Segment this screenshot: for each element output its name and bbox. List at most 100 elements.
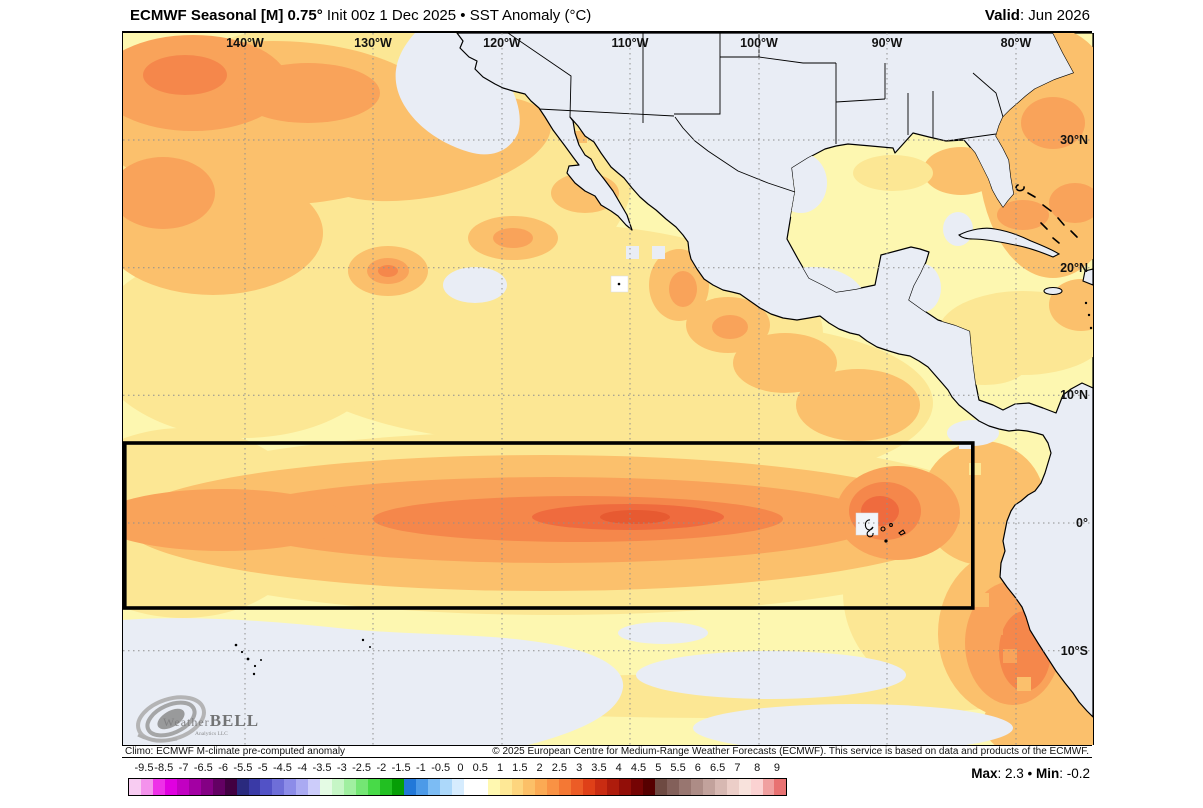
svg-text:Analytics LLC: Analytics LLC [195, 731, 228, 737]
colorbar-segment [726, 779, 739, 795]
colorbar-tick: -8.5 [154, 762, 174, 774]
colorbar-segment [391, 779, 404, 795]
colorbar-segment [475, 779, 488, 795]
colorbar-segment [451, 779, 464, 795]
colorbar-segment [559, 779, 572, 795]
colorbar-segment [547, 779, 560, 795]
colorbar-segment [571, 779, 584, 795]
colorbar-segment [642, 779, 655, 795]
colorbar-tick: -4.5 [272, 762, 292, 774]
colorbar-segment [129, 779, 141, 795]
lat-label: 10°N [1060, 388, 1088, 402]
colorbar-segment [738, 779, 751, 795]
colorbar-segment [654, 779, 667, 795]
colorbar-tick: -7 [178, 762, 189, 774]
valid-date: Valid: Jun 2026 [984, 7, 1090, 24]
lon-label: 90°W [872, 36, 903, 50]
colorbar-segment [236, 779, 249, 795]
colorbar-tick: 1 [496, 762, 504, 774]
lat-label: 10°S [1061, 644, 1088, 658]
colorbar-segment [188, 779, 201, 795]
hispaniola-edge [1082, 268, 1093, 286]
colorbar-tick: -3.5 [312, 762, 332, 774]
colorbar-tick: 0.5 [472, 762, 488, 774]
svg-text:WeatherBELL: WeatherBELL [163, 711, 259, 730]
colorbar-segment [666, 779, 679, 795]
anomaly-field [123, 33, 1093, 745]
colorbar-segment [427, 779, 440, 795]
lat-label: 0° [1076, 516, 1088, 530]
map-canvas: 140°W 130°W 120°W 110°W 100°W 90°W 80°W 30°N 20… [122, 33, 1094, 745]
colorbar-segment [774, 779, 787, 795]
colorbar-segment [200, 779, 213, 795]
colorbar-segment [762, 779, 775, 795]
lon-label: 100°W [740, 36, 778, 50]
title-init: Init 00z 1 Dec 2025 • SST Anomaly (°C) [322, 7, 592, 24]
colorbar-segment [535, 779, 548, 795]
colorbar-tick: -5.5 [233, 762, 253, 774]
islands [958, 227, 1093, 296]
colorbar-tick: 9 [773, 762, 781, 774]
weatherbell-logo: WeatherBELL Analytics LLC [136, 695, 259, 743]
gridlines [123, 33, 1093, 745]
jamaica [1043, 286, 1063, 296]
colorbar-segment [296, 779, 309, 795]
no-data-cells [610, 275, 879, 536]
colorbar-tick: 7 [734, 762, 741, 774]
colorbar-segment [678, 779, 691, 795]
colorbar-segment [750, 779, 763, 795]
colorbar-tick: 2 [536, 762, 543, 774]
colorbar-tick: -5 [257, 762, 268, 774]
colorbar-tick: 6 [694, 762, 701, 774]
colorbar-tick: 2.5 [551, 762, 568, 774]
colorbar-tick: 0 [457, 762, 464, 774]
colorbar-segment [368, 779, 381, 795]
colorbar-tick: 5 [655, 762, 662, 774]
colorbar-segment [380, 779, 392, 795]
colorbar-segment [583, 779, 596, 795]
copyright-note: © 2025 European Centre for Medium-Range … [492, 746, 1089, 757]
colorbar-tick: -9.5 [134, 762, 154, 774]
colorbar-segment [511, 779, 524, 795]
header-rule [122, 31, 1092, 33]
colorbar-segment [356, 779, 369, 795]
page-title: ECMWF Seasonal [M] 0.75° Init 00z 1 Dec … [130, 7, 591, 24]
colorbar-segment [248, 779, 261, 795]
colorbar-tick: -2 [376, 762, 387, 774]
lon-label: 120°W [483, 36, 521, 50]
colorbar-segment [140, 779, 153, 795]
colorbar-tick: 3 [576, 762, 583, 774]
latitude-labels: 30°N 20°N 10°N 0° 10°S [1060, 133, 1088, 658]
colorbar-segment [260, 779, 273, 795]
colorbar-tick: 8 [754, 762, 761, 774]
colorbar-segment [702, 779, 715, 795]
max-min-stats: Max: 2.3 • Min: -0.2 [971, 766, 1090, 781]
colorbar-segment [463, 779, 476, 795]
lon-label: 140°W [226, 36, 264, 50]
colorbar-tick: -4 [297, 762, 308, 774]
cuba [958, 227, 1061, 258]
colorbar-tick: -1 [416, 762, 426, 774]
swirl-icon [136, 695, 206, 743]
colorbar-segment [523, 779, 536, 795]
colorbar-segment [284, 779, 297, 795]
longitude-labels: 140°W 130°W 120°W 110°W 100°W 90°W 80°W [226, 36, 1031, 50]
colorbar-segment [607, 779, 620, 795]
colorbar-segment [332, 779, 345, 795]
colorbar-segment [164, 779, 177, 795]
climo-note: Climo: ECMWF M-climate pre-computed anom… [125, 746, 346, 757]
colorbar-tick: -1.5 [391, 762, 411, 774]
nino-region-box [123, 441, 975, 610]
colorbar-segment [690, 779, 703, 795]
colorbar-segment [272, 779, 285, 795]
sst-anomaly-map: 140°W 130°W 120°W 110°W 100°W 90°W 80°W 30°N 20… [123, 33, 1093, 745]
colorbar-segment [714, 779, 727, 795]
small-islands [234, 301, 1093, 676]
attribution-bar: Climo: ECMWF M-climate pre-computed anom… [122, 745, 1092, 758]
colorbar-tick: 5.5 [670, 762, 686, 774]
title-model: ECMWF Seasonal [M] 0.75° [130, 7, 323, 24]
colorbar-segment [344, 779, 357, 795]
colorbar-segment [631, 779, 643, 795]
colorbar-segment [487, 779, 500, 795]
colorbar-tick: -6 [218, 762, 228, 774]
